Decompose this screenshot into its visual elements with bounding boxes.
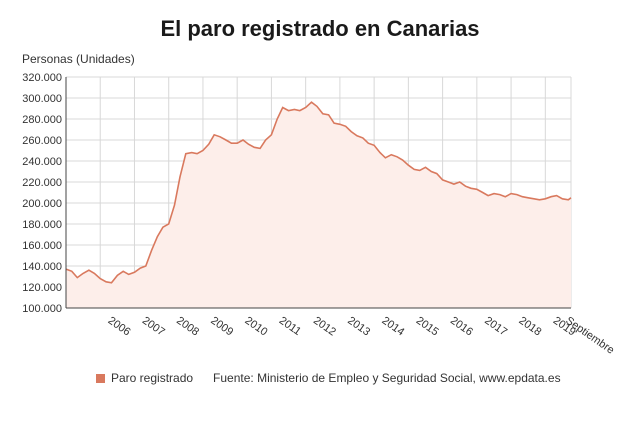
x-tick-label: 2017: [482, 315, 509, 339]
y-tick-label: 120.000: [22, 282, 62, 294]
axis-layer: [65, 77, 571, 309]
legend: Paro registrado Fuente: Ministerio de Em…: [96, 371, 561, 385]
y-tick-label: 280.000: [22, 114, 62, 126]
x-tick-label: 2013: [345, 315, 372, 339]
y-tick-label: 200.000: [22, 198, 62, 210]
x-tick-label: 2006: [106, 315, 133, 339]
x-tick-label: 2011: [277, 315, 303, 338]
y-tick-label: 300.000: [22, 93, 62, 105]
y-tick-label: 160.000: [22, 240, 62, 252]
y-tick-label: 140.000: [22, 261, 62, 273]
x-tick-label: 2007: [140, 315, 167, 339]
y-tick-labels: 100.000 120.000 140.000 160.000 180.000 200.0…: [22, 72, 62, 315]
series-area-fill: [66, 102, 571, 308]
legend-label: Paro registrado: [111, 371, 194, 385]
y-axis-label: Personas (Unidades): [22, 52, 135, 66]
series-line: [65, 101, 572, 284]
x-tick-label: 2010: [243, 315, 270, 339]
x-tick-label: 2012: [311, 315, 338, 339]
x-tick-labels: 2006 2007 2008 2009 2010 2011 2012 2013 2014 2015…: [106, 315, 617, 357]
x-tick-label: 2014: [380, 315, 407, 339]
y-tick-label: 320.000: [22, 72, 62, 84]
y-tick-label: 260.000: [22, 135, 62, 147]
x-tick-label: 2018: [516, 315, 543, 339]
x-tick-label: 2016: [448, 315, 475, 339]
source-note: Fuente: Ministerio de Empleo y Seguridad…: [213, 371, 561, 385]
chart-title: El paro registrado en Canarias: [160, 16, 480, 41]
y-tick-label: 100.000: [22, 303, 62, 315]
y-tick-label: 220.000: [22, 177, 62, 189]
y-tick-label: 180.000: [22, 219, 62, 231]
y-tick-label: 240.000: [22, 156, 62, 168]
x-tick-label: 2008: [174, 315, 201, 339]
x-tick-label: 2009: [208, 315, 235, 339]
x-tick-label: 2015: [414, 315, 441, 339]
legend-swatch: [96, 373, 105, 383]
